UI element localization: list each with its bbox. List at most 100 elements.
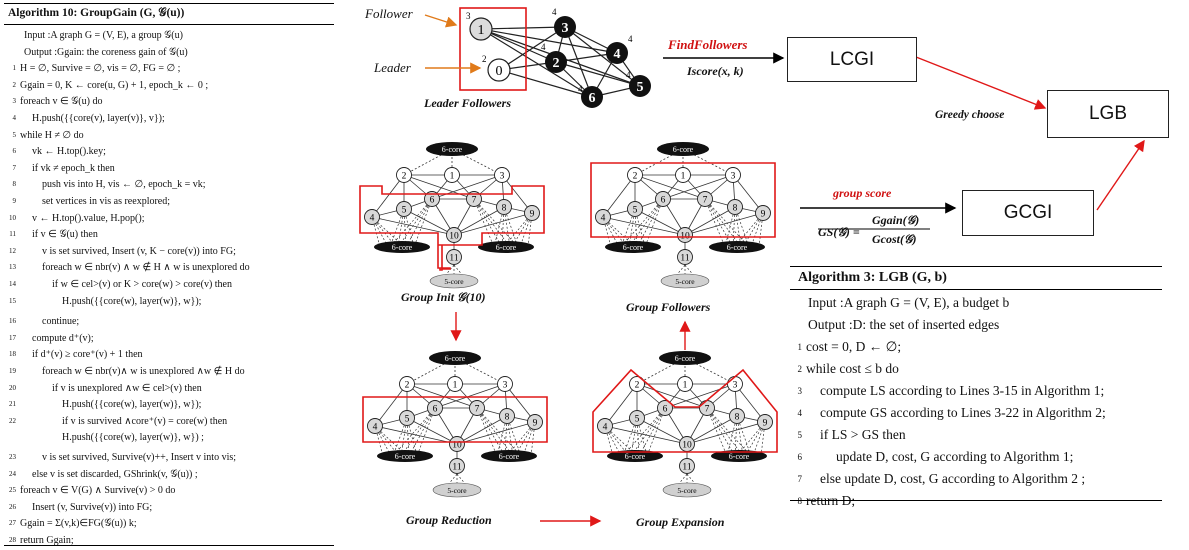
dashed-edge: [473, 198, 519, 248]
graph-edge: [476, 407, 508, 417]
node-label: 5: [633, 206, 638, 216]
dashed-edge: [371, 216, 405, 248]
graph-node: [466, 191, 482, 207]
core-ellipse-right: [481, 450, 537, 462]
core-label-bottom: 5-core: [444, 277, 464, 286]
graph-edge: [506, 415, 536, 423]
dashed-edge: [371, 216, 397, 248]
graph-node: [677, 227, 693, 243]
dashed-edge: [514, 421, 536, 457]
graph-edge: [732, 174, 764, 214]
graph-edge: [604, 383, 638, 427]
core-ellipse-bottom: [432, 482, 482, 498]
core-label-right: 6-core: [496, 243, 517, 252]
dashed-edge: [406, 361, 448, 385]
tnode-1: 1: [478, 23, 485, 38]
dashed-edge: [408, 407, 436, 457]
graph-edge: [662, 174, 734, 200]
dashed-edge: [504, 415, 508, 457]
dashed-edge: [522, 421, 536, 457]
graph-edge: [473, 174, 503, 200]
line-text: v ← H.top().value, H.pop();: [32, 212, 145, 224]
dashed-edge: [511, 212, 533, 248]
line-number: 12: [9, 246, 16, 255]
dashed-edge: [636, 417, 640, 457]
graph-edge: [634, 174, 664, 200]
algorithm-line: 7 else update D, cost, G according to Alg…: [790, 468, 1162, 490]
line-text: H.push({{core(w), layer(w)}, w}) ;: [62, 432, 204, 444]
node-label: 5: [405, 415, 410, 425]
graph-node: [629, 410, 645, 426]
core-ellipse-left: [374, 241, 430, 253]
dashed-edge: [636, 361, 678, 385]
dashed-edge: [620, 198, 664, 248]
leader-label: Leader: [374, 60, 411, 75]
lcgi-box: LCGI: [787, 37, 917, 82]
line-text: while H ≠ ∅ do: [20, 129, 84, 141]
node-label: 3: [733, 381, 738, 391]
algorithm-line: 5 if LS > GS then: [790, 424, 1162, 446]
algorithm-line: 28 return Ggain;: [4, 533, 334, 548]
graph-edge: [406, 417, 458, 445]
dashed-edge: [406, 417, 418, 457]
graph-edge: [501, 174, 505, 208]
algorithm-line: 7 if vk ≠ epoch_k then: [4, 161, 334, 176]
algorithm-line: 2 Ggain = 0, K ← core(u, G) + 1, epoch_k …: [4, 78, 334, 93]
bottom-rule: [4, 545, 334, 546]
algorithm-line: Input :A graph G = (V, E), a group 𝒢(u): [4, 28, 334, 43]
node-label: 1: [683, 381, 688, 391]
graph-edge: [371, 174, 405, 218]
dashed-edge: [392, 417, 408, 457]
line-number: 8: [797, 496, 803, 506]
tnode-4: 4: [614, 47, 621, 62]
dashed-edge: [389, 208, 405, 248]
algorithm-line: 25 foreach v ∈ V(G) ∧ Survive(v) > 0 do: [4, 483, 334, 498]
dashed-edge: [726, 415, 738, 457]
dashed-edge: [400, 417, 408, 457]
tnode-6: 6: [589, 91, 596, 106]
line-number: 17: [9, 333, 16, 342]
graph-edge: [451, 174, 475, 200]
line-text: Output :Ggain: the coreness gain of 𝒢(u): [24, 46, 188, 58]
graph-edge: [431, 174, 453, 200]
algorithm-line: 3 foreach v ∈ 𝒢(u) do: [4, 94, 334, 109]
line-number: 9: [12, 197, 17, 205]
dashed-edge: [644, 198, 664, 248]
dashed-edge: [704, 198, 734, 248]
graph-edge: [406, 383, 478, 409]
line-text: H.push({{core(v), layer(v)}, v});: [32, 113, 165, 124]
graph-edge: [686, 415, 738, 445]
dashed-edge: [684, 264, 696, 278]
leader-follower-graph: 1 0 2 3 4 5 6 3 2 4 4 4 4 4: [424, 7, 651, 108]
algorithm-line: 23 v is set survived, Survive(v)++, Inser…: [4, 450, 334, 465]
tdeg-6: 4: [578, 84, 583, 94]
node-label: 2: [633, 172, 638, 182]
algorithm-line: 27 Ggain = Σ(v,k)∈FG(𝒢(u)) k;: [4, 516, 334, 531]
graph-edge: [684, 206, 736, 236]
node-label: 8: [735, 413, 740, 423]
dashed-edge: [503, 206, 519, 248]
core-label-bottom: 5-core: [677, 486, 697, 495]
dashed-edge: [503, 206, 511, 248]
dashed-edge: [734, 415, 738, 457]
node-label: 3: [503, 381, 508, 391]
graph-edge: [453, 198, 475, 236]
node-label: 11: [682, 463, 691, 473]
graph-edge: [602, 216, 686, 236]
group-expansion-caption: Group Expansion: [636, 515, 725, 529]
algorithm-line: 20 if v is unexplored ∧w ∈ cel>(v) then: [4, 381, 334, 396]
dashed-edge: [634, 152, 676, 176]
graph-node: [677, 249, 693, 265]
dashed-edge: [704, 198, 742, 248]
line-text: return D;: [806, 493, 856, 508]
graph-edge: [704, 198, 736, 208]
dashed-edge: [519, 212, 533, 248]
group-init-caption: Group Init 𝒢(10): [401, 290, 486, 304]
graph-node: [677, 376, 693, 392]
algorithm-10-panel: Algorithm 10: GroupGain (G, 𝒢(u)) Input …: [4, 3, 334, 546]
dashed-edge: [692, 361, 736, 385]
line-number: 16: [9, 317, 16, 326]
core-label-right: 6-core: [727, 243, 748, 252]
dashed-edge: [602, 216, 628, 248]
node-label: 6: [430, 196, 435, 206]
